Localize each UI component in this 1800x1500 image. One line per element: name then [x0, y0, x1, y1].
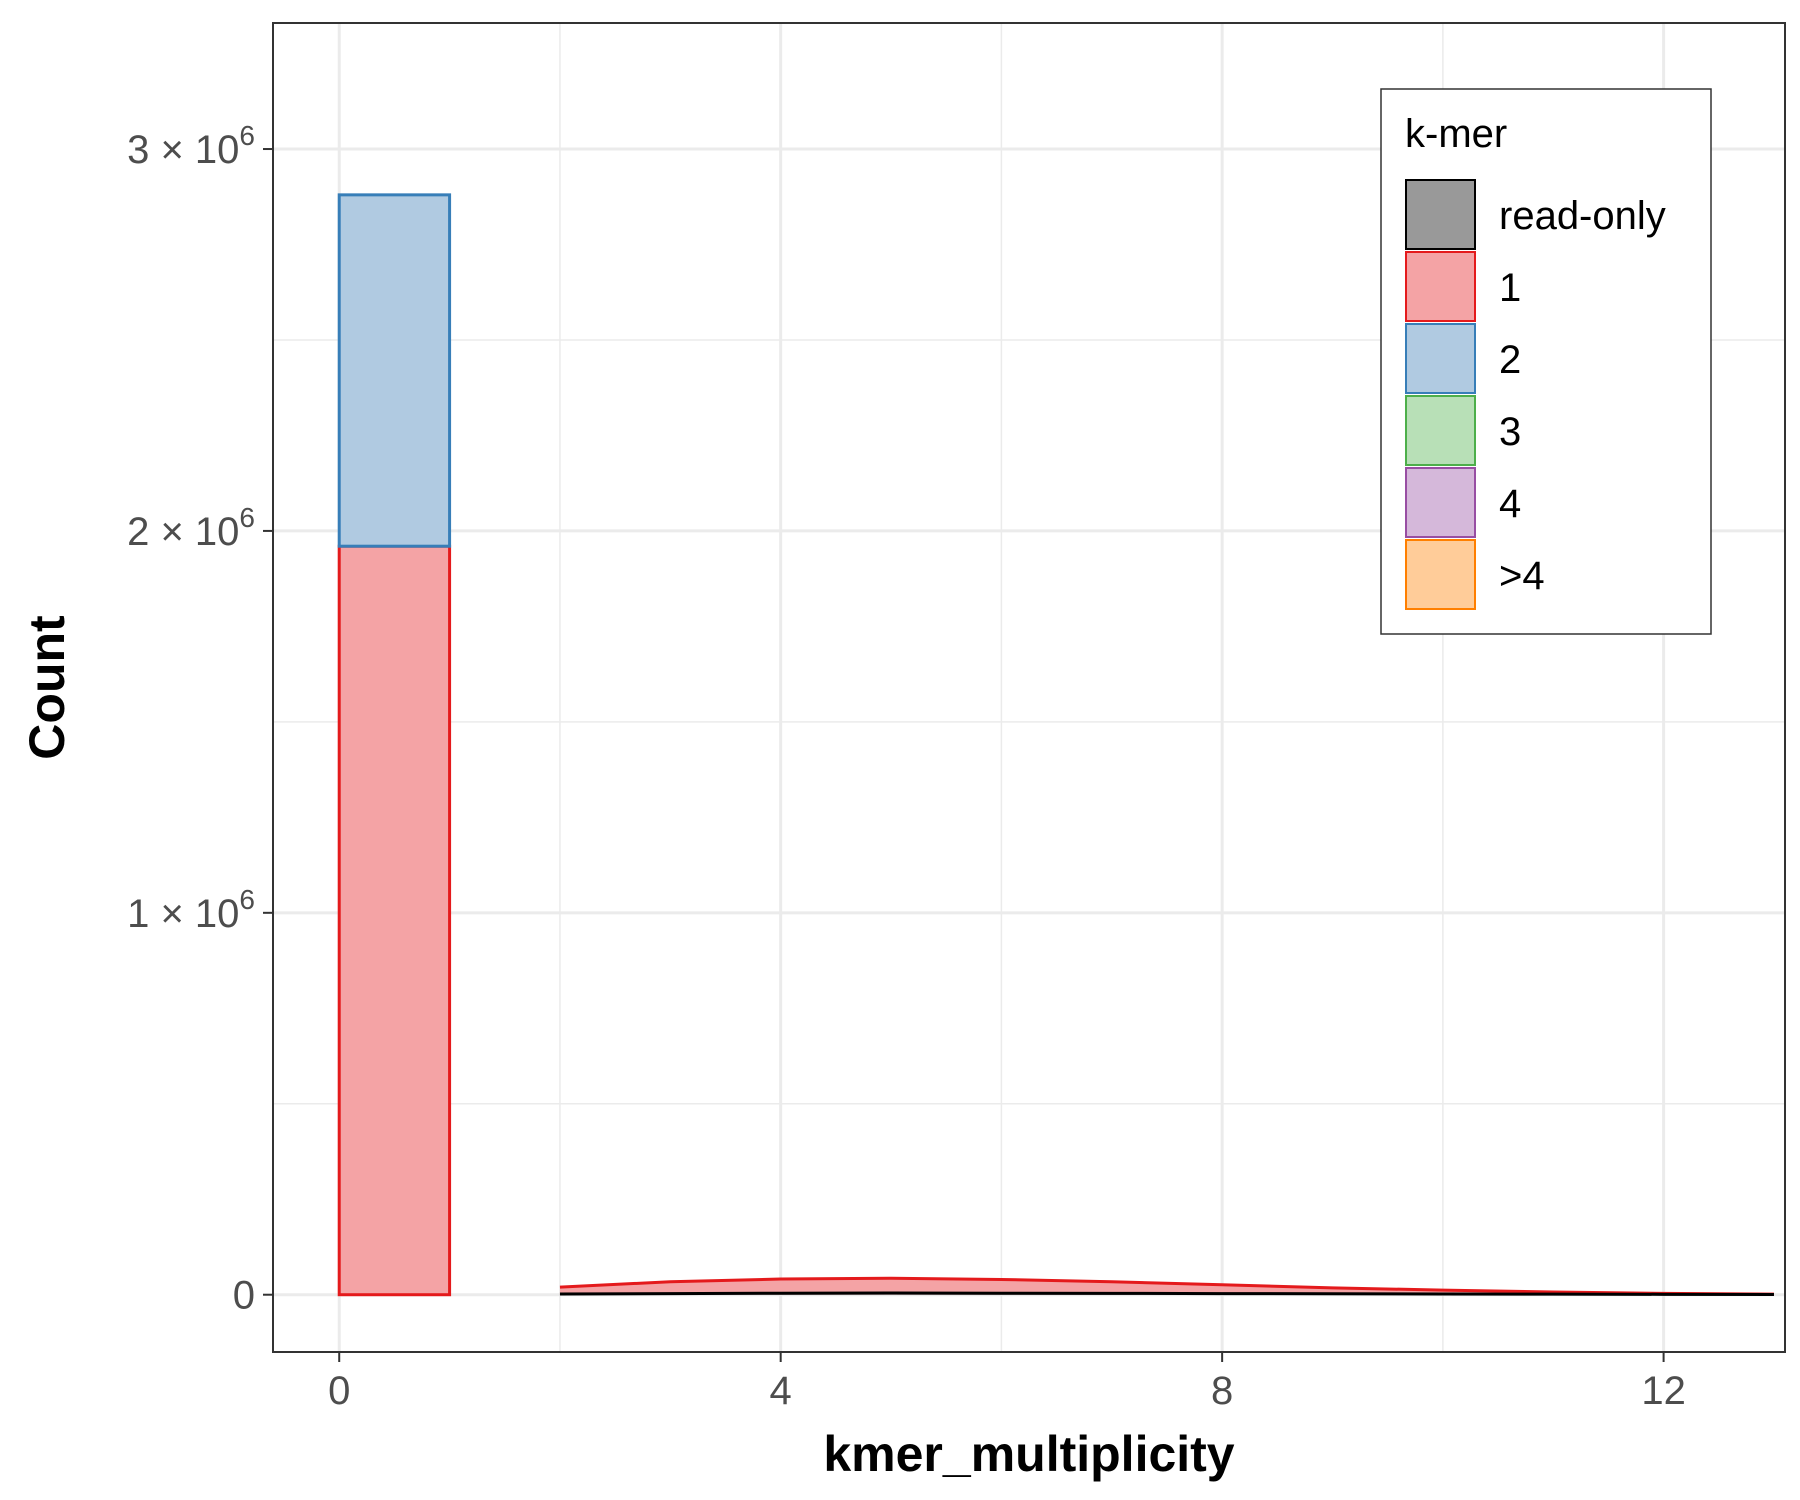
y-tick-label: 0 [233, 1274, 255, 1318]
y-tick-mantissa: 1 × 10 [127, 892, 239, 936]
x-tick-label: 0 [328, 1369, 350, 1413]
bar-series-2 [337, 193, 452, 548]
legend: k-mer read-only 1 2 3 4 >4 [1380, 88, 1712, 635]
x-axis-ticks: 0 4 8 12 [328, 1352, 1686, 1413]
x-axis-title: kmer_multiplicity [823, 1426, 1234, 1482]
y-tick-exponent: 6 [239, 120, 255, 151]
x-tick-label: 4 [770, 1369, 792, 1413]
y-tick-mantissa: 2 × 10 [127, 510, 239, 554]
chart-marks [337, 193, 1774, 1297]
legend-key [1405, 467, 1476, 538]
area-series-1 [559, 1278, 1774, 1295]
legend-label: 3 [1499, 410, 1521, 454]
x-tick-label: 12 [1641, 1369, 1686, 1413]
x-tick-label: 8 [1211, 1369, 1233, 1413]
y-axis-title: Count [19, 615, 75, 760]
y-tick-exponent: 6 [239, 884, 255, 915]
legend-items: read-only 1 2 3 4 >4 [1405, 179, 1666, 610]
legend-label: read-only [1499, 194, 1666, 238]
legend-key [1405, 395, 1476, 466]
area-line-series-read-only [559, 1291, 1774, 1297]
y-tick-label: 2 × 106 [127, 502, 255, 554]
y-tick-mantissa: 3 × 10 [127, 128, 239, 172]
legend-title: k-mer [1405, 112, 1507, 156]
legend-key [1405, 323, 1476, 394]
y-tick-exponent: 6 [239, 502, 255, 533]
legend-label: 1 [1499, 266, 1521, 310]
y-tick-label: 3 × 106 [127, 120, 255, 172]
legend-label: >4 [1499, 554, 1545, 598]
legend-label: 4 [1499, 482, 1521, 526]
bar-series-1 [337, 544, 452, 1297]
legend-key [1405, 179, 1476, 250]
y-tick-mantissa: 0 [233, 1274, 255, 1318]
panel-border [272, 22, 1786, 1353]
y-tick-label: 1 × 106 [127, 884, 255, 936]
legend-label: 2 [1499, 338, 1521, 382]
legend-key [1405, 251, 1476, 322]
legend-key [1405, 539, 1476, 610]
area-line-series-1 [559, 1276, 1774, 1296]
